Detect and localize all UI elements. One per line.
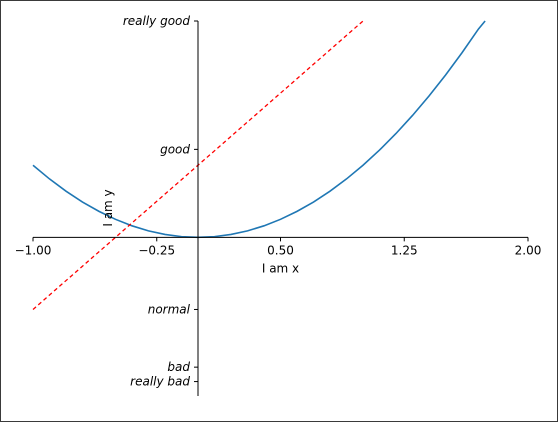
y-tick-label: really good — [123, 14, 191, 28]
x-tick-label: 0.50 — [267, 243, 294, 257]
series-layer — [32, 20, 486, 310]
x-tick-label: 1.25 — [391, 243, 418, 257]
y-axis-label: I am y — [101, 189, 115, 226]
curve-series-0 — [32, 20, 486, 239]
x-tick-label: 2.00 — [515, 243, 542, 257]
y-tick-label: normal — [148, 302, 191, 316]
y-tick-label: good — [160, 142, 190, 156]
y-tick-label: bad — [167, 360, 190, 374]
y-tick-label: really bad — [130, 375, 190, 389]
x-tick-label: −0.25 — [138, 243, 175, 257]
x-axis-label: I am x — [262, 261, 299, 275]
x-tick-label: −1.00 — [15, 243, 52, 257]
